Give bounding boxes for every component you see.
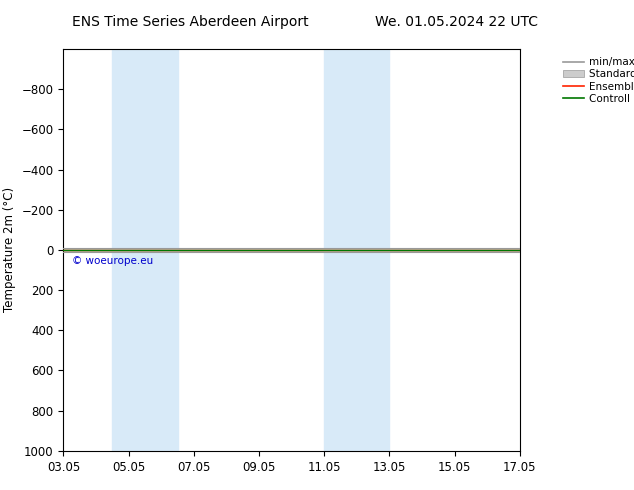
Bar bbox=[324, 49, 389, 451]
Text: ENS Time Series Aberdeen Airport: ENS Time Series Aberdeen Airport bbox=[72, 15, 309, 29]
Y-axis label: Temperature 2m (°C): Temperature 2m (°C) bbox=[3, 187, 16, 313]
Bar bbox=[112, 49, 178, 451]
Text: © woeurope.eu: © woeurope.eu bbox=[72, 256, 153, 266]
Legend: min/max, Standard deviation, Ensemble mean run, Controll run: min/max, Standard deviation, Ensemble me… bbox=[560, 54, 634, 107]
Text: We. 01.05.2024 22 UTC: We. 01.05.2024 22 UTC bbox=[375, 15, 538, 29]
